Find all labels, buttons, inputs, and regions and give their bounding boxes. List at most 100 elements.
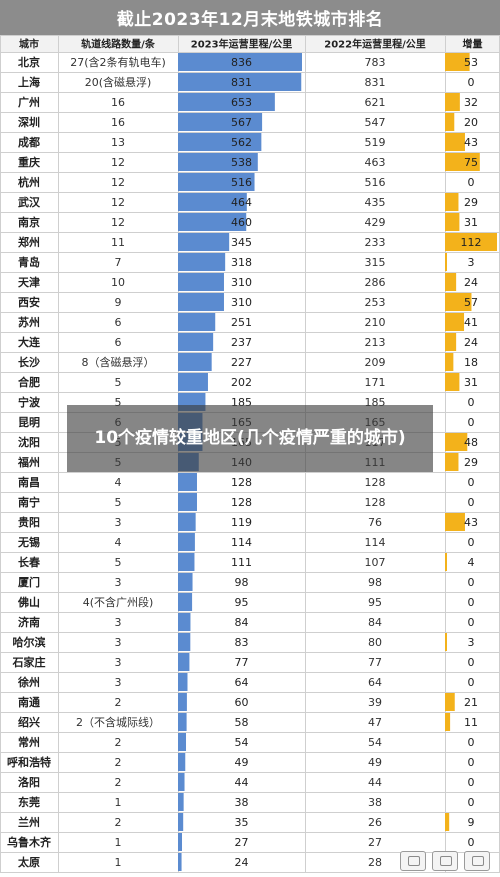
- value-2023-label: 345: [231, 236, 252, 249]
- line-count: 2: [115, 736, 122, 749]
- value-2022-label: 47: [368, 716, 382, 729]
- bar-increment: [445, 213, 460, 231]
- bar-2023: [178, 113, 263, 131]
- line-count: 12: [111, 156, 125, 169]
- bar-2023: [178, 693, 187, 711]
- line-count: 3: [115, 676, 122, 689]
- value-2022-label: 107: [365, 556, 386, 569]
- value-2023-label: 318: [231, 256, 252, 269]
- table-row: 成都 13 562 519 43: [18, 133, 478, 151]
- city-name: 杭州: [18, 175, 40, 189]
- value-2023-label: 836: [231, 56, 252, 69]
- increment-label: 3: [468, 636, 475, 649]
- value-2023-label: 562: [231, 136, 252, 149]
- line-count: 5: [115, 556, 122, 569]
- line-count: 9: [115, 296, 122, 309]
- bar-increment: [445, 433, 468, 451]
- bar-2023: [178, 533, 195, 551]
- table-row: 常州 2 54 54 0: [18, 733, 475, 751]
- increment-label: 112: [461, 236, 482, 249]
- city-name: 成都: [18, 135, 40, 149]
- city-name: 合肥: [18, 375, 40, 389]
- city-name: 常州: [18, 735, 40, 749]
- increment-label: 0: [468, 656, 475, 669]
- bar-2023: [178, 233, 230, 251]
- value-2022-label: 233: [365, 236, 386, 249]
- city-name: 武汉: [18, 195, 41, 209]
- city-name: 长沙: [18, 355, 40, 369]
- value-2023-label: 77: [235, 656, 249, 669]
- value-2023-label: 35: [235, 816, 249, 829]
- increment-label: 21: [464, 696, 478, 709]
- line-count: 3: [115, 616, 122, 629]
- image-icon[interactable]: [400, 851, 426, 871]
- value-2023-label: 237: [231, 336, 252, 349]
- increment-label: 4: [468, 556, 475, 569]
- bar-increment: [445, 693, 455, 711]
- table-row: 无锡 4 114 114 0: [17, 533, 475, 551]
- city-name: 兰州: [18, 815, 40, 829]
- city-name: 沈阳: [18, 435, 40, 449]
- value-2022-label: 315: [365, 256, 386, 269]
- column-header: 2023年运营里程/公里: [191, 38, 292, 51]
- bar-2023: [178, 173, 255, 191]
- city-name: 苏州: [18, 315, 40, 329]
- line-count: 5: [115, 496, 122, 509]
- bar-2023: [178, 713, 187, 731]
- image-icon[interactable]: [464, 851, 490, 871]
- value-2023-label: 227: [231, 356, 252, 369]
- overlay-caption: 10个疫情较重地区(几个疫情严重的城市): [67, 405, 433, 472]
- value-2022-label: 783: [365, 56, 386, 69]
- bar-2023: [178, 373, 208, 391]
- city-name: 南通: [18, 695, 40, 709]
- table-row: 哈尔滨 3 83 80 3: [13, 633, 475, 651]
- bar-increment: [445, 513, 465, 531]
- increment-label: 29: [464, 456, 478, 469]
- bar-2023: [178, 613, 191, 631]
- value-2022-label: 519: [365, 136, 386, 149]
- bar-2023: [178, 333, 214, 351]
- line-count: 16: [111, 96, 125, 109]
- line-count: 7: [115, 256, 122, 269]
- city-name: 深圳: [18, 115, 40, 129]
- line-count: 6: [115, 336, 122, 349]
- bar-increment: [445, 133, 465, 151]
- table-row: 深圳 16 567 547 20: [18, 113, 478, 131]
- bar-increment: [445, 273, 457, 291]
- value-2023-label: 98: [235, 576, 249, 589]
- increment-label: 0: [468, 576, 475, 589]
- table-row: 东莞 1 38 38 0: [18, 793, 475, 811]
- increment-label: 53: [464, 56, 478, 69]
- bar-2023: [178, 513, 196, 531]
- table-row: 苏州 6 251 210 41: [18, 313, 478, 331]
- increment-label: 31: [464, 216, 478, 229]
- city-name: 徐州: [17, 675, 40, 689]
- value-2022-label: 80: [368, 636, 382, 649]
- bar-2023: [178, 733, 187, 751]
- increment-label: 0: [468, 416, 475, 429]
- line-count: 1: [115, 796, 122, 809]
- bar-increment: [445, 553, 447, 571]
- increment-label: 0: [468, 796, 475, 809]
- increment-label: 29: [464, 196, 478, 209]
- bar-increment: [445, 373, 460, 391]
- city-name: 洛阳: [18, 775, 40, 789]
- value-2023-label: 95: [235, 596, 249, 609]
- increment-label: 43: [464, 516, 478, 529]
- value-2023-label: 516: [231, 176, 252, 189]
- bar-2023: [178, 573, 193, 591]
- value-2023-label: 24: [235, 856, 249, 869]
- value-2023-label: 310: [231, 276, 252, 289]
- bar-2023: [178, 93, 275, 111]
- increment-label: 31: [464, 376, 478, 389]
- bar-2023: [178, 633, 191, 651]
- increment-label: 57: [464, 296, 478, 309]
- value-2022-label: 39: [368, 696, 382, 709]
- value-2022-label: 209: [365, 356, 386, 369]
- value-2022-label: 98: [368, 576, 382, 589]
- image-icon[interactable]: [432, 851, 458, 871]
- table-row: 南昌 4 128 128 0: [18, 473, 475, 491]
- line-count: 20(含磁悬浮): [85, 75, 152, 89]
- value-2022-label: 210: [365, 316, 386, 329]
- line-count: 5: [115, 376, 122, 389]
